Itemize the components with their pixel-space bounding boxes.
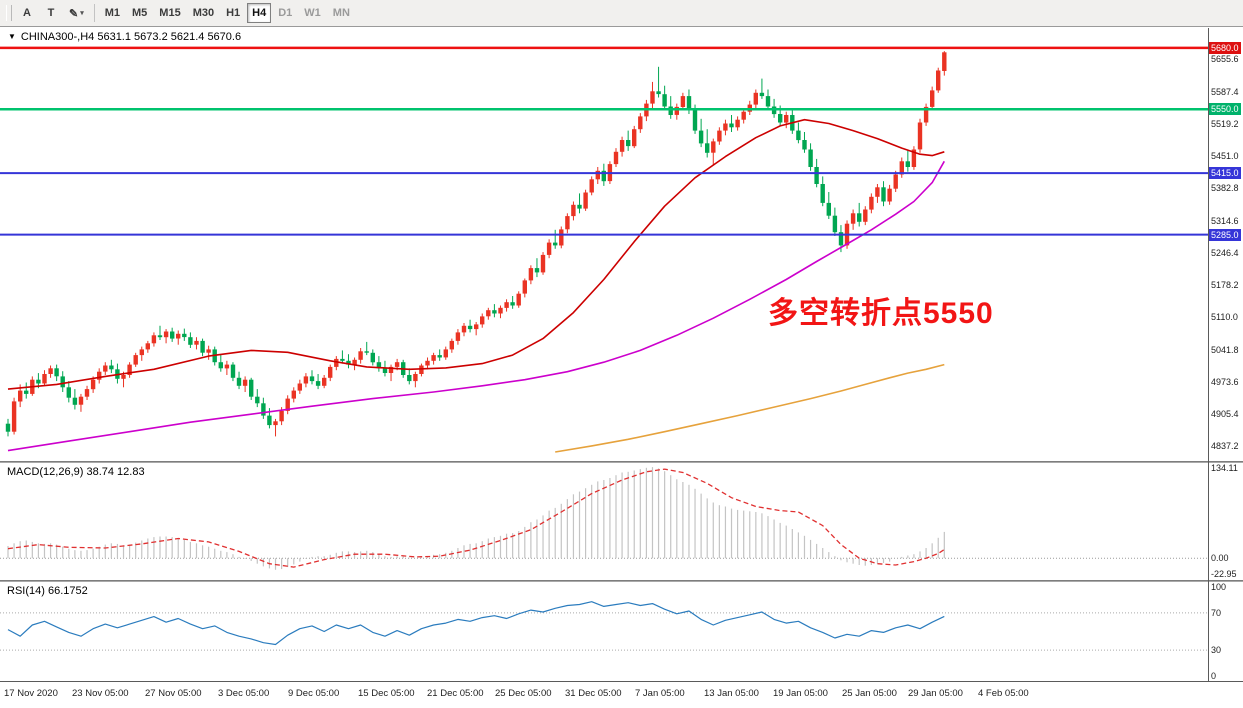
time-axis-label: 7 Jan 05:00 <box>635 688 685 699</box>
timeframe-button-m5[interactable]: M5 <box>132 7 148 19</box>
toolbar-separator <box>93 4 95 22</box>
toolbar-grip-handle[interactable] <box>6 5 12 21</box>
draw-object-tool-button[interactable]: ✎ ▾ <box>69 7 84 20</box>
price-line-badge: 5415.0 <box>1209 167 1241 179</box>
text-label-tool-button[interactable]: T <box>47 7 55 19</box>
rsi-indicator-label: RSI(14) 66.1752 <box>7 585 88 597</box>
timeframe-button-h4[interactable]: H4 <box>247 3 272 23</box>
price-line-badge: 5285.0 <box>1209 229 1241 241</box>
price-axis-label: 5451.0 <box>1211 151 1239 161</box>
macd-indicator-area[interactable] <box>0 463 1208 580</box>
toolbar: A T ✎ ▾ M1 M5 M15 M30 H1 H4 D1 W1 MN <box>0 0 1243 27</box>
macd-axis-label: 0.00 <box>1211 553 1229 563</box>
symbol-quote-line: ▼ CHINA300-,H4 5631.1 5673.2 5621.4 5670.… <box>8 31 241 43</box>
rsi-axis-label: 30 <box>1211 645 1222 655</box>
candlestick-chart-area[interactable] <box>0 28 1208 461</box>
timeframe-button-mn[interactable]: MN <box>332 7 350 19</box>
time-axis-label: 29 Jan 05:00 <box>908 688 963 699</box>
time-axis-label: 21 Dec 05:00 <box>427 688 484 699</box>
time-axis[interactable]: 17 Nov 2020 23 Nov 05:00 27 Nov 05:00 3 Dec… <box>0 682 1243 708</box>
price-axis-label: 5587.4 <box>1211 87 1239 97</box>
price-axis-label: 5110.0 <box>1211 312 1238 322</box>
time-axis-label: 3 Dec 05:00 <box>218 688 270 699</box>
chevron-down-icon: ▾ <box>80 10 84 17</box>
timeframe-button-w1[interactable]: W1 <box>304 7 321 19</box>
timeframe-buttons-group: M1 M5 M15 M30 H1 H4 D1 W1 MN <box>99 3 356 23</box>
rsi-axis-label: 0 <box>1211 671 1217 681</box>
price-line-badge: 5550.0 <box>1209 103 1241 115</box>
rsi-axis-label: 70 <box>1211 608 1222 618</box>
rsi-axis: 100 70 30 0 <box>1209 582 1243 681</box>
time-axis-border <box>0 681 1243 682</box>
time-axis-label: 13 Jan 05:00 <box>704 688 759 699</box>
price-axis-label: 5041.8 <box>1211 345 1239 355</box>
time-axis-label: 19 Jan 05:00 <box>773 688 828 699</box>
price-axis-label: 4973.6 <box>1211 377 1239 387</box>
time-axis-label: 25 Jan 05:00 <box>842 688 897 699</box>
macd-axis: 134.11 0.00 -22.95 <box>1209 463 1243 580</box>
symbol-quote-text: CHINA300-,H4 5631.1 5673.2 5621.4 5670.6 <box>20 31 242 43</box>
price-axis-label: 5382.8 <box>1211 183 1239 193</box>
price-axis[interactable]: 5655.6 5587.4 5519.2 5451.0 5382.8 5314.6 5246… <box>1209 28 1243 461</box>
price-axis-border <box>1208 28 1209 681</box>
macd-axis-label: -22.95 <box>1211 569 1237 579</box>
time-axis-label: 31 Dec 05:00 <box>565 688 622 699</box>
timeframe-button-d1[interactable]: D1 <box>278 7 293 19</box>
arrow-text-tool-button[interactable]: A <box>23 7 31 19</box>
time-axis-label: 23 Nov 05:00 <box>72 688 129 699</box>
macd-svg <box>0 467 1208 570</box>
time-axis-label: 27 Nov 05:00 <box>145 688 202 699</box>
time-axis-label: 25 Dec 05:00 <box>495 688 552 699</box>
timeframe-button-h1[interactable]: H1 <box>226 7 241 19</box>
timeframe-button-m15[interactable]: M15 <box>159 7 181 19</box>
rsi-axis-label: 100 <box>1211 582 1227 592</box>
time-axis-label: 4 Feb 05:00 <box>978 688 1029 699</box>
price-axis-label: 5314.6 <box>1211 216 1239 226</box>
panel-splitter[interactable] <box>0 580 1243 582</box>
time-axis-label: 9 Dec 05:00 <box>288 688 340 699</box>
macd-axis-label: 134.11 <box>1211 463 1238 473</box>
price-axis-label: 5655.6 <box>1211 54 1239 64</box>
timeframe-button-m1[interactable]: M1 <box>104 7 121 19</box>
annotation-text[interactable]: 多空转折点5550 <box>768 297 994 330</box>
price-line-badge: 5680.0 <box>1209 42 1241 54</box>
price-axis-label: 4837.2 <box>1211 441 1239 451</box>
panel-splitter[interactable] <box>0 461 1243 463</box>
time-axis-label: 17 Nov 2020 <box>4 688 58 699</box>
chart-menu-triangle-icon[interactable]: ▼ <box>8 32 16 41</box>
candlestick-svg <box>0 46 1208 453</box>
price-axis-label: 4905.4 <box>1211 409 1239 419</box>
timeframe-button-m30[interactable]: M30 <box>192 7 215 19</box>
rsi-indicator-area[interactable] <box>0 582 1208 681</box>
price-axis-label: 5178.2 <box>1211 280 1239 290</box>
macd-indicator-label: MACD(12,26,9) 38.74 12.83 <box>7 466 145 478</box>
time-axis-label: 15 Dec 05:00 <box>358 688 415 699</box>
rsi-svg <box>0 601 1208 651</box>
price-axis-label: 5246.4 <box>1211 248 1239 258</box>
object-tools-group: A T ✎ ▾ <box>15 3 90 23</box>
price-axis-label: 5519.2 <box>1211 119 1239 129</box>
